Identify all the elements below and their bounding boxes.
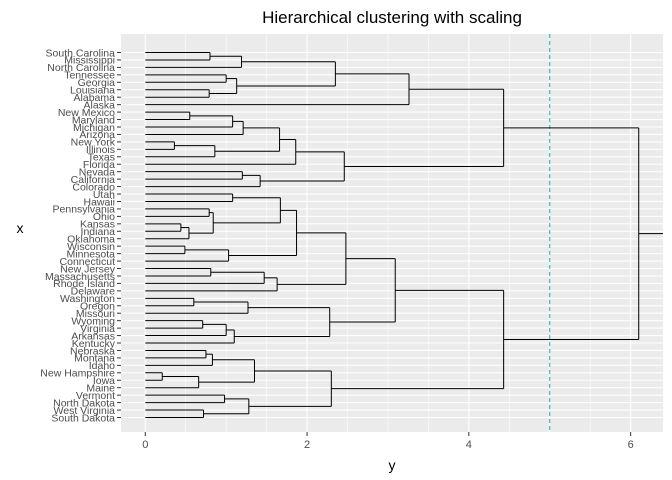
leaf-label: New Mexico (58, 107, 115, 119)
leaf-label: Alaska (83, 99, 115, 111)
leaf-label: Arizona (79, 129, 115, 141)
leaf-label: North Carolina (47, 62, 115, 74)
leaf-label: North Dakota (53, 397, 115, 409)
leaf-label: Iowa (93, 375, 115, 387)
x-tick-label: 2 (304, 439, 310, 451)
leaf-label: South Carolina (46, 47, 116, 59)
leaf-label: California (71, 174, 116, 186)
leaf-label: Louisiana (70, 85, 115, 97)
leaf-label: Wyoming (71, 315, 115, 327)
leaf-label: Indiana (81, 226, 116, 238)
x-tick-label: 6 (628, 439, 634, 451)
leaf-label: Kansas (80, 219, 115, 231)
leaf-label: Missouri (76, 308, 115, 320)
leaf-label: Colorado (72, 181, 115, 193)
leaf-label: Arkansas (71, 330, 115, 342)
leaf-label: Delaware (71, 286, 116, 298)
chart-title: Hierarchical clustering with scaling (262, 8, 522, 27)
grid-lines (121, 34, 663, 432)
dendrogram-branches (145, 52, 663, 418)
leaf-label: South Dakota (51, 412, 115, 424)
leaf-label: Kentucky (72, 338, 116, 350)
leaf-label: Pennsylvania (53, 204, 116, 216)
leaf-label: Maine (86, 383, 115, 395)
leaf-label: Michigan (73, 122, 115, 134)
leaf-label: Vermont (76, 390, 115, 402)
leaf-label: Rhode Island (53, 278, 115, 290)
leaf-label: Ohio (93, 211, 115, 223)
leaf-label: Tennessee (64, 70, 115, 82)
leaf-label: Massachusetts (45, 271, 115, 283)
leaf-label: Nevada (79, 166, 115, 178)
leaf-label: Montana (74, 353, 115, 365)
x-tick-label: 4 (466, 439, 472, 451)
leaf-label: New Hampshire (40, 368, 115, 380)
leaf-label: West Virginia (54, 405, 116, 417)
x-tick-label: 0 (142, 439, 148, 451)
leaf-label: Georgia (78, 77, 116, 89)
leaf-label: Nebraska (70, 345, 115, 357)
leaf-label: Washington (60, 293, 115, 305)
y-axis-title: x (17, 220, 24, 236)
leaf-label: Oklahoma (67, 234, 115, 246)
leaf-label: Florida (83, 159, 115, 171)
leaf-label: New York (71, 137, 116, 149)
leaf-label: Oregon (80, 301, 115, 313)
leaf-label: Connecticut (60, 256, 116, 268)
x-axis-title: y (389, 457, 396, 473)
leaf-label: Virginia (80, 323, 115, 335)
leaf-label: Maryland (72, 114, 115, 126)
x-axis-ticks: 0 2 4 6 (142, 432, 634, 451)
leaf-label: Alabama (74, 92, 116, 104)
leaf-label: Mississippi (64, 55, 115, 67)
leaf-label: Utah (93, 189, 115, 201)
leaf-label: Minnesota (67, 248, 116, 260)
leaf-label: New Jersey (60, 263, 116, 275)
leaf-label: Illinois (86, 144, 115, 156)
leaf-label: Idaho (89, 360, 115, 372)
leaf-label: Texas (88, 152, 115, 164)
leaf-label: Wisconsin (67, 241, 115, 253)
leaf-label: Hawaii (83, 196, 115, 208)
